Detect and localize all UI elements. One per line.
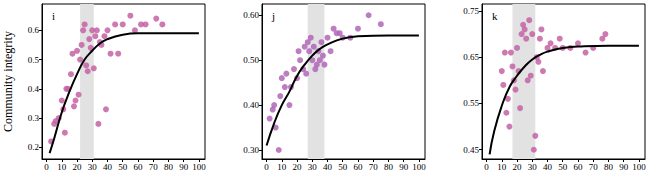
- svg-text:40: 40: [103, 162, 113, 172]
- svg-text:70: 70: [589, 162, 599, 172]
- svg-text:20: 20: [513, 162, 523, 172]
- svg-text:70: 70: [149, 162, 159, 172]
- svg-text:30: 30: [88, 162, 98, 172]
- svg-text:0.45: 0.45: [463, 145, 479, 155]
- svg-text:Community integrity: Community integrity: [1, 31, 15, 132]
- svg-text:0.65: 0.65: [463, 52, 479, 62]
- svg-text:0.30: 0.30: [243, 145, 259, 155]
- svg-text:0.50: 0.50: [243, 55, 259, 65]
- svg-text:60: 60: [133, 162, 143, 172]
- svg-text:0.75: 0.75: [463, 6, 479, 16]
- svg-text:40: 40: [543, 162, 553, 172]
- svg-text:0.3: 0.3: [28, 113, 40, 123]
- svg-text:100: 100: [412, 162, 426, 172]
- svg-text:0.2: 0.2: [28, 142, 39, 152]
- svg-text:10: 10: [497, 162, 507, 172]
- svg-text:i: i: [52, 10, 55, 22]
- svg-text:0.6: 0.6: [28, 25, 40, 35]
- svg-text:80: 80: [384, 162, 394, 172]
- svg-text:k: k: [492, 10, 498, 22]
- svg-text:0.55: 0.55: [463, 98, 479, 108]
- svg-text:80: 80: [604, 162, 614, 172]
- svg-text:0.4: 0.4: [28, 84, 40, 94]
- svg-text:10: 10: [277, 162, 287, 172]
- svg-text:50: 50: [118, 162, 128, 172]
- svg-text:10: 10: [57, 162, 66, 172]
- svg-text:0.40: 0.40: [243, 100, 259, 110]
- svg-text:0: 0: [44, 162, 49, 172]
- svg-text:j: j: [271, 10, 275, 22]
- svg-text:40: 40: [323, 162, 333, 172]
- svg-text:0: 0: [484, 162, 489, 172]
- svg-text:0: 0: [264, 162, 269, 172]
- svg-text:60: 60: [573, 162, 583, 172]
- svg-text:60: 60: [353, 162, 363, 172]
- svg-text:20: 20: [293, 162, 303, 172]
- svg-text:80: 80: [164, 162, 174, 172]
- svg-text:100: 100: [192, 162, 206, 172]
- svg-text:50: 50: [338, 162, 348, 172]
- svg-text:30: 30: [308, 162, 318, 172]
- svg-text:100: 100: [632, 162, 646, 172]
- svg-text:50: 50: [558, 162, 568, 172]
- svg-text:30: 30: [528, 162, 538, 172]
- svg-text:90: 90: [399, 162, 409, 172]
- svg-text:90: 90: [619, 162, 629, 172]
- svg-text:90: 90: [179, 162, 189, 172]
- svg-text:0.5: 0.5: [28, 55, 40, 65]
- svg-text:70: 70: [369, 162, 379, 172]
- svg-text:20: 20: [73, 162, 83, 172]
- svg-text:0.60: 0.60: [243, 10, 259, 20]
